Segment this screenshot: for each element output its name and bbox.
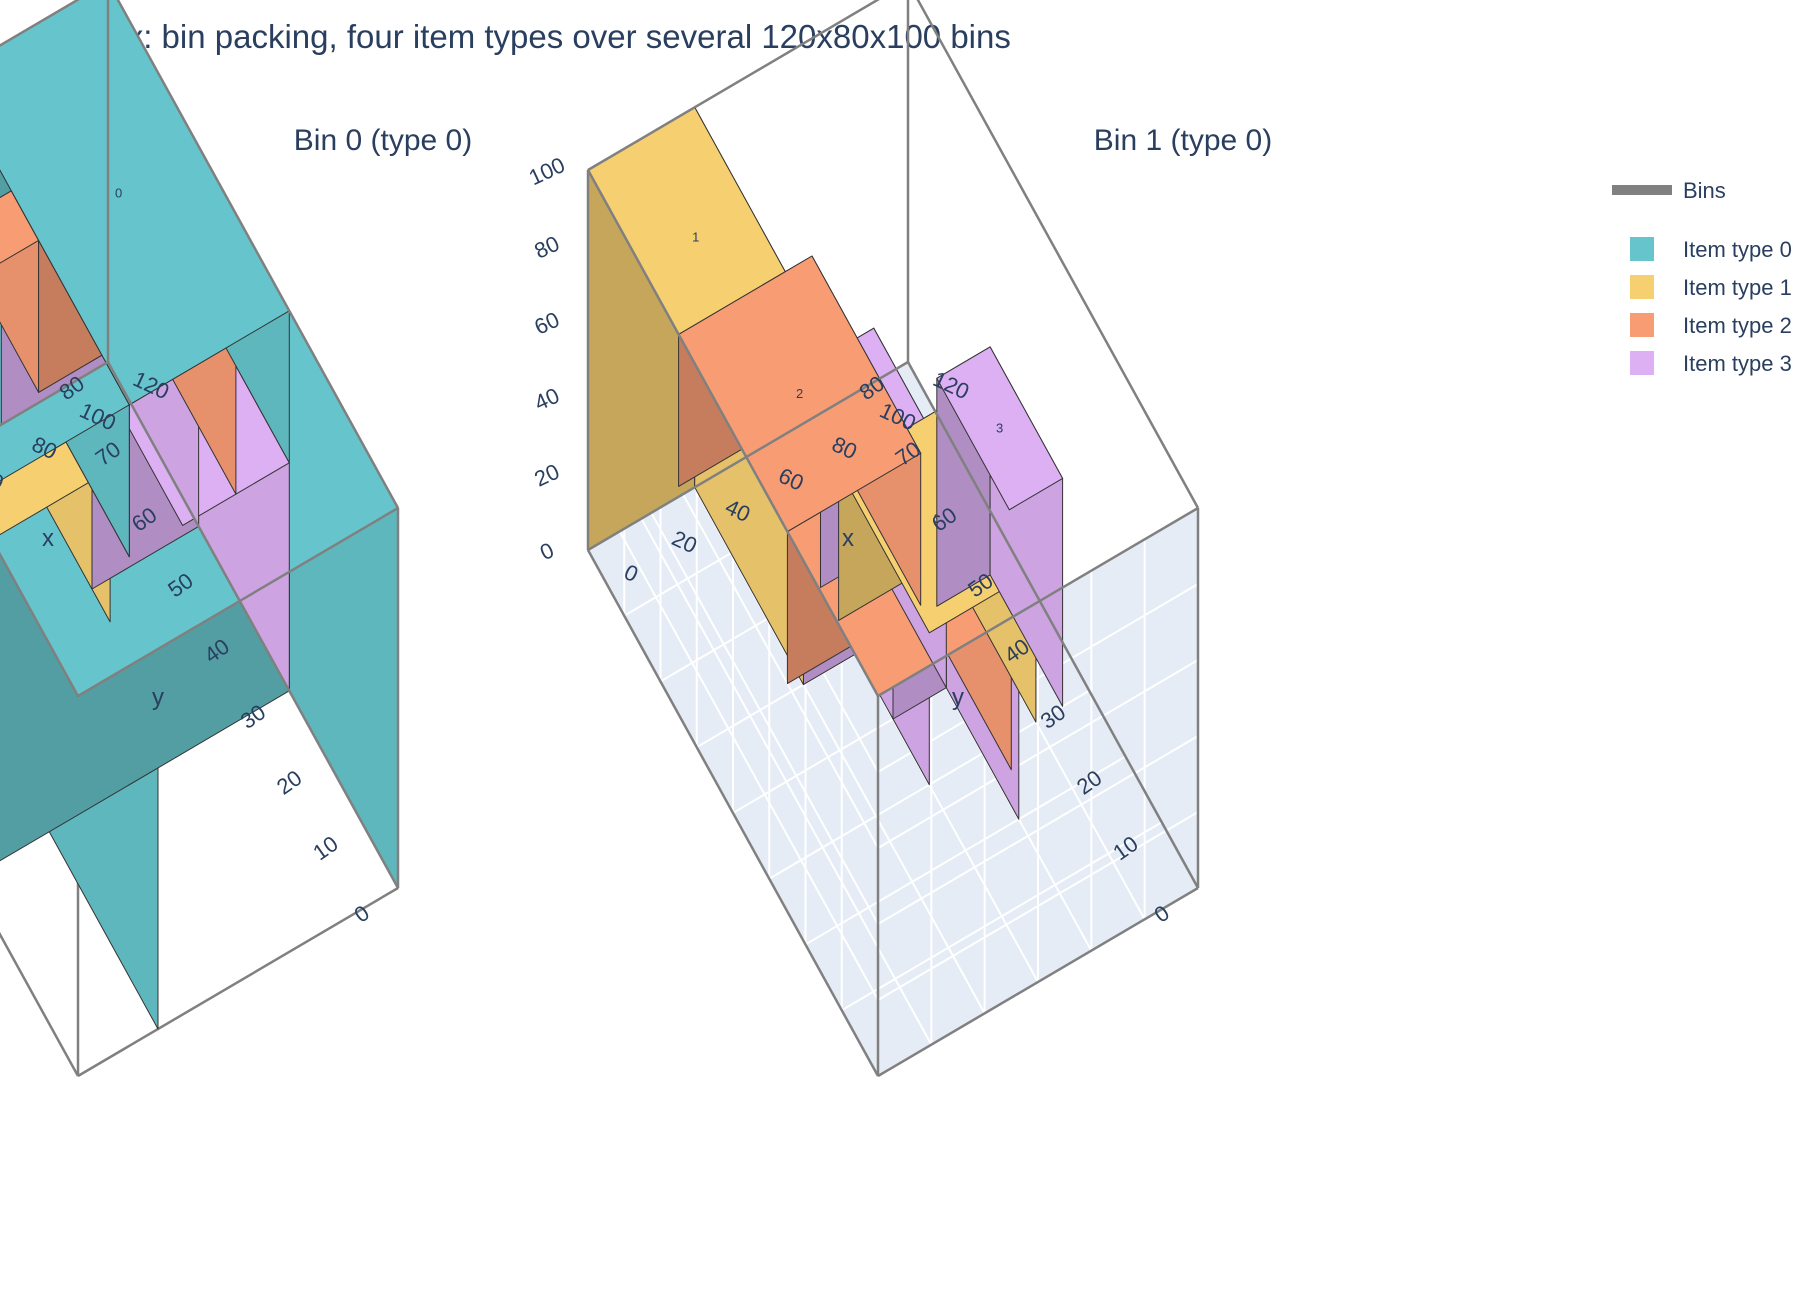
legend-box-swatch xyxy=(1630,351,1654,375)
legend-item-4[interactable]: Item type 3 xyxy=(1630,351,1792,376)
z-tick-label: 80 xyxy=(530,231,563,264)
bin-edge xyxy=(916,0,1200,509)
legend-item-2[interactable]: Item type 1 xyxy=(1630,275,1792,300)
item-label: 1 xyxy=(692,229,699,244)
scene-bin-0[interactable]: Bin 0 (type 0)00132032220020406080100120… xyxy=(0,0,472,1078)
item-box-type-0[interactable]: 0 xyxy=(0,0,290,464)
grid-line xyxy=(841,821,1163,1012)
bin-edge xyxy=(906,361,1200,889)
bin-edge xyxy=(877,506,1199,698)
legend-label: Item type 0 xyxy=(1683,237,1792,262)
legend-label: Item type 2 xyxy=(1683,313,1792,338)
bin-edge xyxy=(116,0,400,509)
z-tick-label: 20 xyxy=(530,459,563,492)
y-tick-label: 10 xyxy=(308,831,342,866)
legend-item-1[interactable]: Item type 0 xyxy=(1630,237,1792,262)
legend[interactable]: Bins Item type 0 Item type 1 Item type 2 Ite… xyxy=(1612,178,1792,376)
scene-bin-1[interactable]: Bin 1 (type 0)31323332020406080100120010… xyxy=(525,0,1272,1078)
item-face-top xyxy=(936,346,1064,511)
item-face-top xyxy=(0,0,290,406)
item-box-type-3[interactable]: 3 xyxy=(936,346,1064,707)
bin-title-0: Bin 0 (type 0) xyxy=(294,124,472,157)
grid-line xyxy=(804,755,1127,946)
legend-box-swatch xyxy=(1630,313,1654,337)
x-axis-title: x xyxy=(42,525,54,552)
bin-edge xyxy=(877,886,1199,1078)
chart-title: box: bin packing, four item types over s… xyxy=(90,18,1011,55)
bin-edge xyxy=(0,931,80,1077)
z-tick-label: 100 xyxy=(525,152,569,190)
bin-edge xyxy=(0,360,109,427)
scenes: Bin 0 (type 0)00132032220020406080100120… xyxy=(0,0,1272,1078)
bin-edge xyxy=(586,549,880,1077)
y-tick-label: 20 xyxy=(272,765,306,800)
legend-label: Bins xyxy=(1683,178,1726,203)
bin-edge xyxy=(586,169,880,697)
legend-label: Item type 3 xyxy=(1683,351,1792,376)
grid-line xyxy=(877,735,1199,925)
bin-title-1: Bin 1 (type 0) xyxy=(1094,124,1272,157)
z-tick-label: 40 xyxy=(530,383,563,416)
legend-label: Item type 1 xyxy=(1683,275,1792,300)
y-axis-title: y xyxy=(152,684,164,711)
grid-line xyxy=(877,811,1199,1001)
bin-edge xyxy=(0,551,80,697)
grid-line xyxy=(587,473,879,1001)
item-label: 3 xyxy=(996,420,1003,435)
legend-line-swatch xyxy=(1612,185,1672,195)
bin-edge xyxy=(0,0,80,47)
z-tick-label: 0 xyxy=(536,537,558,565)
legend-item-3[interactable]: Item type 2 xyxy=(1630,313,1792,338)
item-label: 0 xyxy=(115,185,122,200)
bin-edge xyxy=(106,361,400,889)
legend-box-swatch xyxy=(1630,275,1654,299)
bin-edge xyxy=(587,360,909,552)
item-face-top xyxy=(0,169,40,264)
x-tick-label: 60 xyxy=(0,463,8,496)
bin-edge xyxy=(77,506,399,698)
legend-item-0[interactable]: Bins xyxy=(1612,178,1726,203)
grid-line xyxy=(877,583,1199,773)
grid-line xyxy=(877,659,1199,849)
x-axis-title: x xyxy=(842,525,854,552)
item-box-type-2[interactable]: 2 xyxy=(678,255,922,606)
item-label: 2 xyxy=(796,386,803,401)
bin-edge xyxy=(77,886,399,1078)
y-axis-title: y xyxy=(952,684,964,711)
legend-box-swatch xyxy=(1630,237,1654,261)
bin-edge xyxy=(587,0,880,172)
z-tick-label: 60 xyxy=(530,307,563,340)
